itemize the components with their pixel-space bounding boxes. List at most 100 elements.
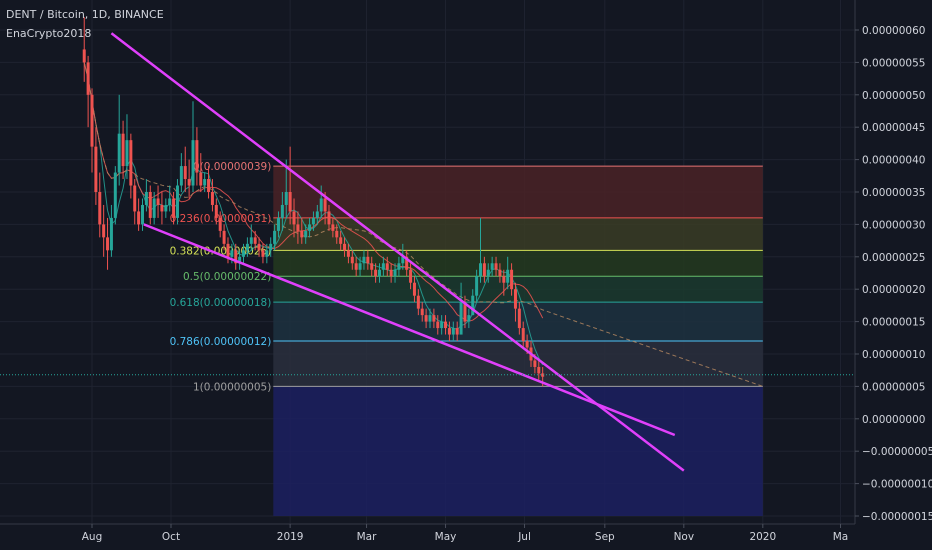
candle-body [343,243,347,251]
candle-body [242,250,246,257]
candle-body [168,198,172,205]
candle-body [323,198,327,212]
candle-body [160,204,164,212]
candle-body [486,269,490,277]
candle-body [238,256,242,264]
candle-body [506,269,510,283]
y-tick-label: 0.00000010 [862,349,925,361]
price-axis[interactable]: 0.00000060 0.00000055 0.00000050 0.00000045… [855,25,932,523]
candle-body [537,366,541,374]
y-tick-label: 0.00000015 [862,317,925,329]
y-tick-label: 0.00000020 [862,284,925,296]
candle-body [475,276,479,296]
candle-body [280,204,284,218]
candle-body [498,269,502,277]
x-tick-label: Sep [595,531,615,543]
x-tick-label: May [435,531,457,543]
candle-body [137,211,141,225]
y-tick-label: 0.00000000 [862,414,925,426]
candle-body [284,192,288,205]
candle-body [144,192,148,205]
y-tick-label: 0.00000005 [862,381,925,393]
y-tick-label: 0.00000025 [862,252,925,264]
candle-body [335,230,339,238]
candle-body [288,192,292,212]
candle-body [214,204,218,218]
candle-body [195,140,199,173]
candle-body [366,256,370,264]
candle-body [362,256,366,264]
candle-body [389,269,393,277]
candle-body [230,250,234,257]
candle-body [451,328,455,335]
y-tick-label: 0.00000050 [862,90,925,102]
candle-body [510,269,514,290]
candle-body [424,315,428,322]
y-tick-label: −0.00000005 [862,446,932,458]
candle-body [463,302,467,322]
y-tick-label: 0.00000030 [862,219,925,231]
candle-body [152,198,156,218]
candle-body [234,250,238,264]
candle-body [141,204,145,225]
candle-body [502,276,506,283]
candle-body [113,172,117,218]
fib-zone-0.382 [273,250,763,277]
x-tick-label: Aug [82,531,103,543]
candle-body [183,166,187,180]
candle-body [125,140,129,167]
candle-body [86,62,90,95]
candle-body [315,211,319,218]
candle-body [300,230,304,238]
fib-level-label-0: 0(0.00000039) [193,161,271,173]
candle-body [428,315,432,322]
x-tick-label: 2020 [749,531,776,543]
moving-average-line [83,62,763,387]
candle-body [346,250,350,257]
y-tick-label: −0.00000015 [862,511,932,523]
y-tick-label: 0.00000045 [862,122,925,134]
candle-body [447,328,451,335]
candle-body [358,263,362,270]
candle-body [207,179,211,192]
candle-body [370,263,374,270]
trendlines[interactable] [110,32,685,472]
fibonacci-retracement[interactable]: 0(0.00000039)0.236(0.00000031)0.382(0.00… [170,161,763,516]
fib-level-label-0.786: 0.786(0.00000012) [170,336,272,348]
candle-body [261,250,265,257]
candle-body [172,198,176,218]
fib-zone-0 [273,166,763,218]
candle-body [257,243,261,251]
candle-body [416,295,420,309]
fib-zone-0.236 [273,217,763,251]
candle-body [525,341,529,348]
fib-level-label-0.618: 0.618(0.00000018) [170,297,272,309]
time-axis[interactable]: Aug Oct 2019 Mar May Jul Sep Nov 2020 Ma [82,524,849,543]
candle-body [409,269,413,283]
candle-body [350,256,354,264]
candle-body [374,269,378,277]
candle-body [164,204,168,212]
candle-body [467,315,471,322]
x-tick-label: Ma [833,531,849,543]
fib-level-label-1: 1(0.00000005) [193,381,271,393]
chart-title: DENT / Bitcoin, 1D, BINANCE [6,8,164,21]
candle-body [432,315,436,322]
candle-body [94,146,98,192]
y-tick-label: 0.00000060 [862,25,925,37]
candle-body [203,179,207,186]
candle-body [420,308,424,316]
candle-body [471,295,475,316]
candle-body [377,269,381,277]
candle-body [199,172,203,186]
candle-body [179,166,183,186]
candle-body [440,321,444,329]
candle-body [459,302,463,335]
candle-body [354,263,358,270]
candle-body [156,198,160,205]
candle-body [148,192,152,218]
candle-body [444,321,448,329]
candle-body [339,237,343,244]
candlesticks [82,17,545,387]
